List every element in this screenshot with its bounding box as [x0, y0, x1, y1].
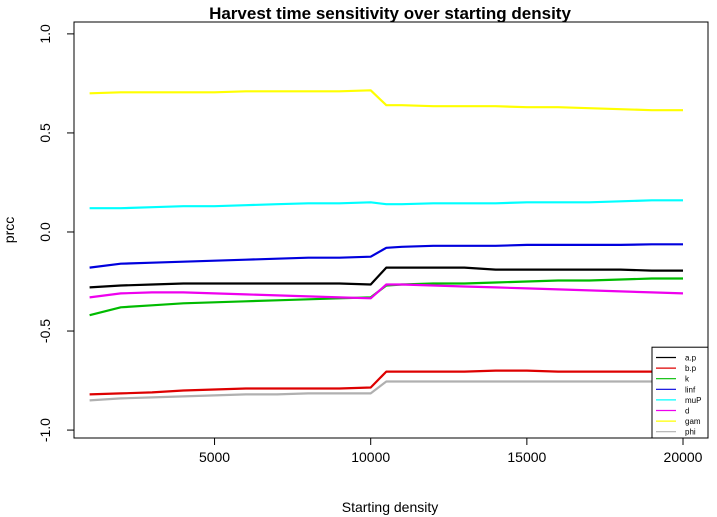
- x-tick-label: 5000: [199, 449, 230, 465]
- x-axis-title: Starting density: [342, 499, 439, 515]
- series-line-linf: [89, 243, 683, 269]
- y-tick-label: -0.5: [37, 319, 53, 343]
- plot-frame: [73, 21, 709, 439]
- chart-title: Harvest time sensitivity over starting d…: [209, 4, 571, 23]
- legend-label-k: k: [685, 375, 690, 384]
- x-axis: 5000 10000 15000 20000: [199, 437, 703, 465]
- series-line-b.p: [89, 369, 683, 396]
- series-layer: [89, 89, 684, 402]
- legend-label-phi: phi: [685, 428, 696, 437]
- y-axis-title: prcc: [1, 217, 17, 243]
- legend-box: [651, 346, 709, 439]
- series-line-a.p: [89, 266, 683, 289]
- series-line-muP: [89, 199, 683, 210]
- x-tick-label: 15000: [507, 449, 546, 465]
- x-tick-label: 20000: [664, 449, 703, 465]
- legend-label-d: d: [685, 407, 689, 416]
- y-tick-label: -1.0: [37, 418, 53, 442]
- legend-label-linf: linf: [685, 385, 696, 394]
- series-line-d: [89, 283, 684, 300]
- legend-label-gam: gam: [685, 417, 701, 426]
- y-tick-label: 1.0: [37, 24, 53, 44]
- y-tick-label: 0.0: [37, 222, 53, 242]
- series-line-gam: [89, 89, 683, 112]
- y-axis: -1.0 -0.5 0.0 0.5 1.0: [37, 24, 75, 442]
- legend-label-b.p: b.p: [685, 364, 697, 373]
- legend-label-a.p: a.p: [685, 354, 697, 363]
- legend-label-muP: muP: [685, 396, 701, 405]
- x-tick-label: 10000: [351, 449, 390, 465]
- y-tick-label: 0.5: [37, 123, 53, 143]
- series-line-phi: [89, 380, 683, 402]
